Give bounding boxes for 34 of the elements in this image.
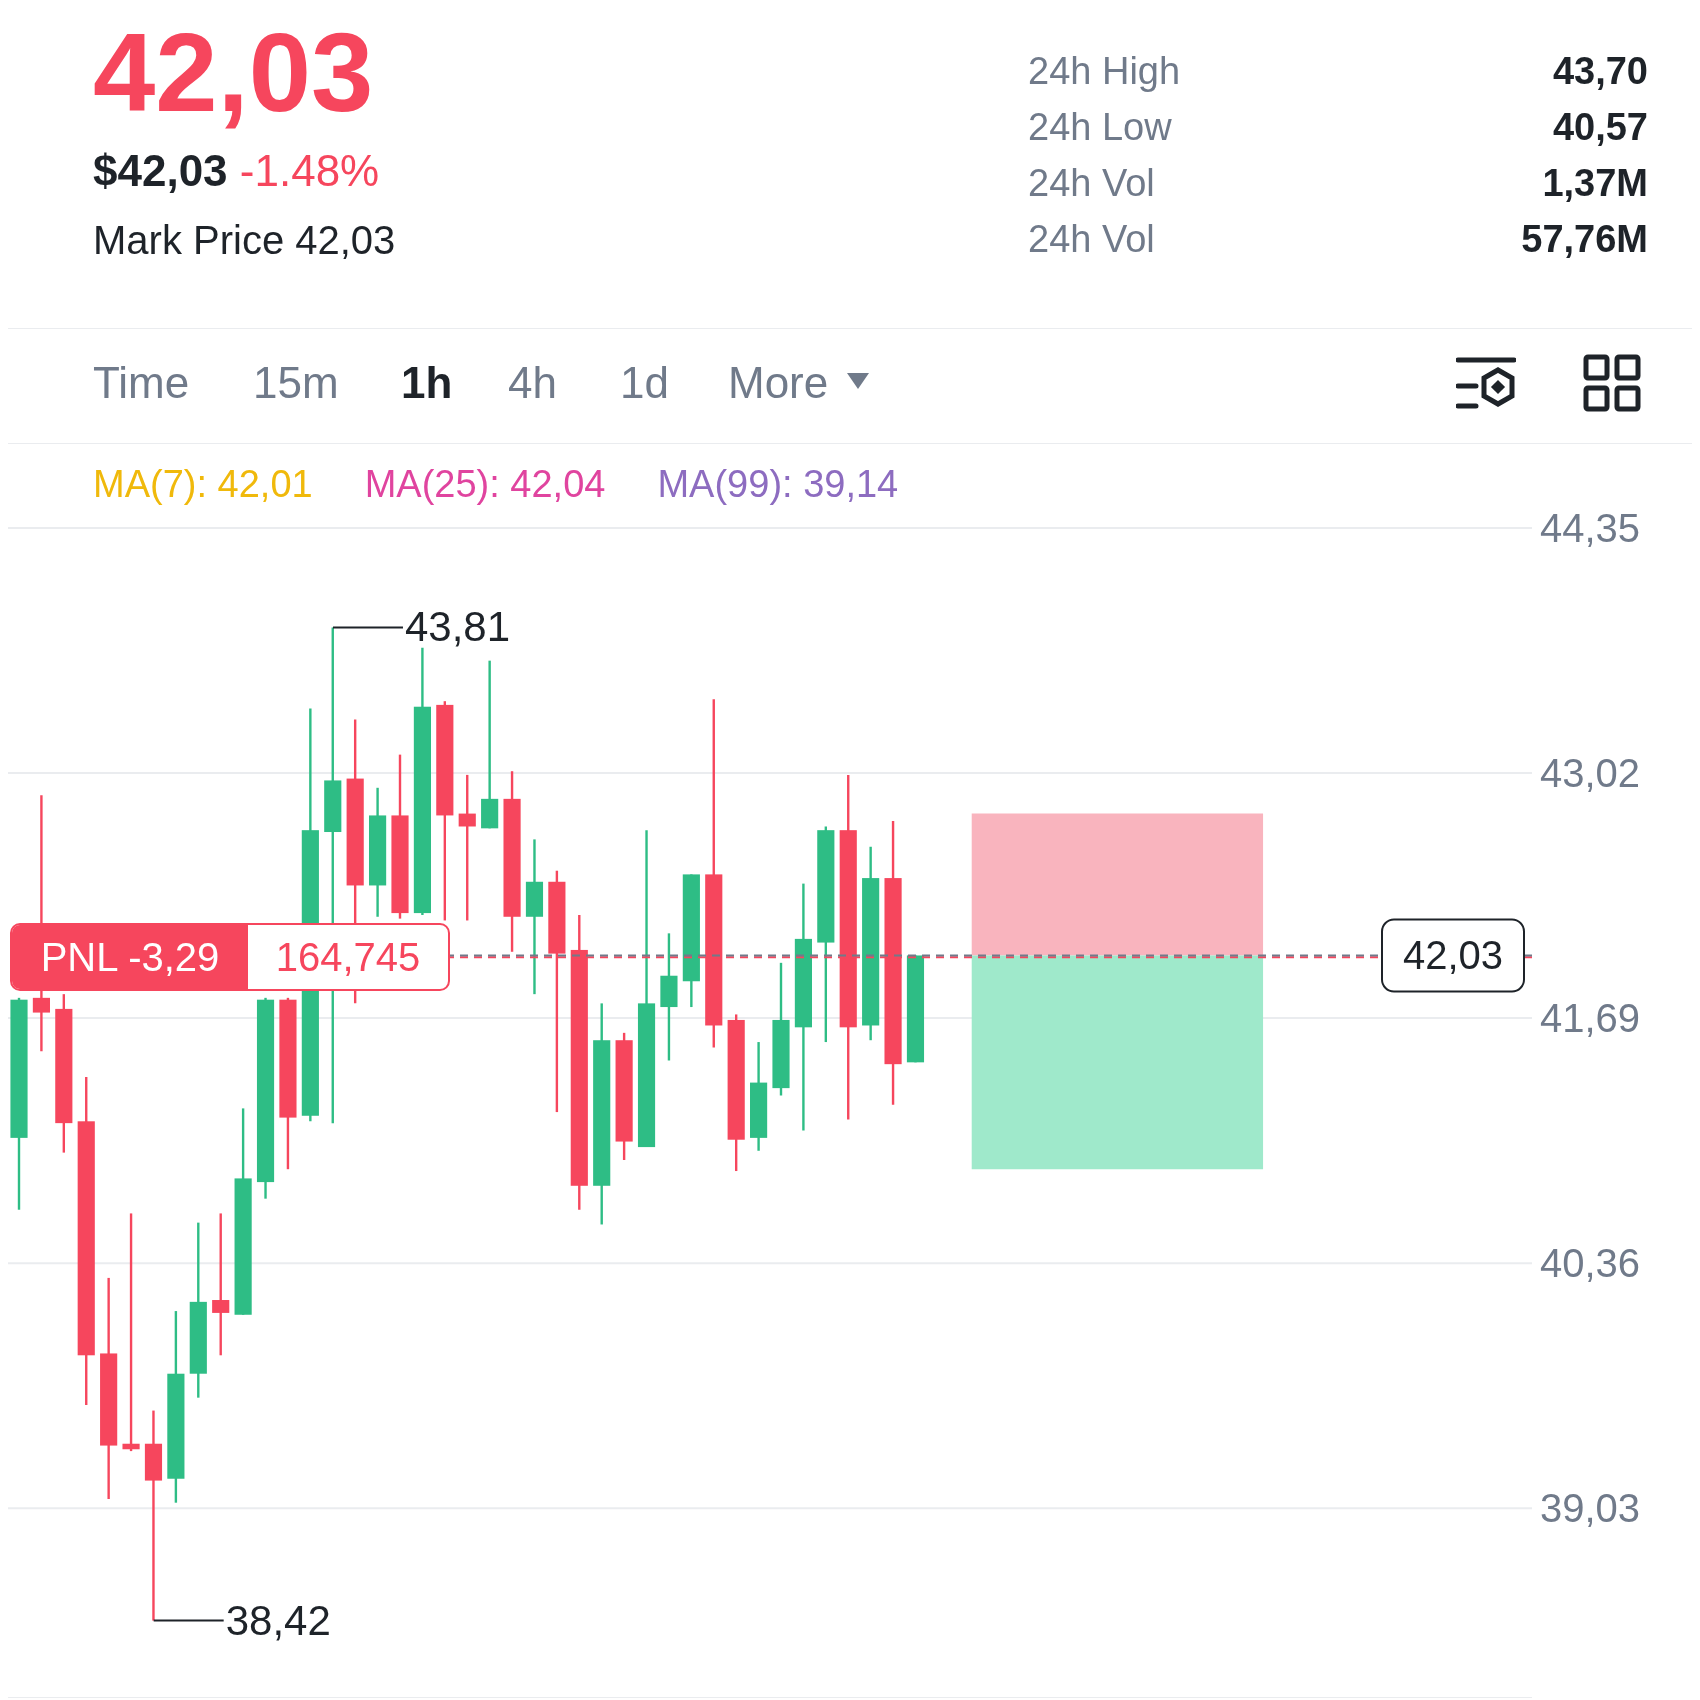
y-tick-label: 41,69 xyxy=(1540,996,1641,1041)
annotation: 38,42 xyxy=(225,1596,331,1644)
text: Mark Price 42,03 xyxy=(93,218,396,263)
candlestick xyxy=(122,1212,140,1453)
ref-line-label: PNL -3,29 xyxy=(12,925,248,990)
text: 1d xyxy=(620,358,669,408)
chart-title: 42,03 xyxy=(93,9,374,137)
text: 1,37M xyxy=(1542,162,1648,205)
text: 4h xyxy=(508,358,557,408)
ref-line-label: 42,03 xyxy=(1402,933,1504,978)
text: $42,03 xyxy=(93,146,228,195)
text: 15m xyxy=(253,358,339,408)
text: Time xyxy=(93,358,190,408)
text: 43,70 xyxy=(1552,50,1648,93)
text: 57,76M xyxy=(1521,218,1648,261)
text: 24h High xyxy=(1028,50,1181,93)
y-tick-label: 39,03 xyxy=(1540,1486,1641,1531)
text: MA(7): 42,01 xyxy=(93,463,313,505)
text: MA(25): 42,04 xyxy=(364,463,606,505)
text: -1.48% xyxy=(239,146,380,195)
y-tick-label: 43,02 xyxy=(1540,751,1641,796)
text: 1h xyxy=(401,358,453,408)
text: More xyxy=(728,358,829,408)
candlestick xyxy=(212,1212,230,1357)
text: 24h Vol xyxy=(1028,162,1155,205)
text: MA(99): 39,14 xyxy=(657,463,899,505)
annotation: 43,81 xyxy=(404,603,511,651)
candlestick xyxy=(458,773,476,922)
text: 24h Low xyxy=(1028,106,1172,149)
annotation: 164,745 xyxy=(274,933,422,981)
text: 40,57 xyxy=(1552,106,1648,149)
text: 24h Vol xyxy=(1028,218,1155,261)
y-tick-label: 40,36 xyxy=(1540,1241,1641,1286)
y-tick-label: 44,35 xyxy=(1540,506,1641,551)
